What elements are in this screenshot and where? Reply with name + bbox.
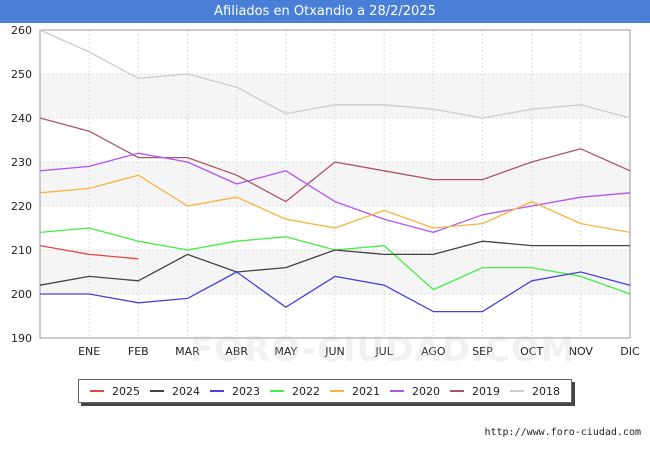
series-line-2025 [39, 244, 139, 260]
x-tick-label: ENE [78, 345, 100, 358]
y-tick-label: 230 [11, 156, 32, 169]
legend-swatch [390, 390, 404, 392]
x-tick-label: SEP [472, 345, 493, 358]
legend-label: 2020 [412, 384, 440, 398]
legend-swatch [210, 390, 224, 392]
plot-frame [39, 29, 631, 339]
x-tick-label: ABR [225, 345, 248, 358]
x-tick-label: MAY [274, 345, 297, 358]
y-tick-label: 190 [11, 332, 32, 345]
legend-label: 2019 [472, 384, 500, 398]
x-tick-label: FEB [128, 345, 149, 358]
series-line-2023 [40, 271, 631, 313]
x-tick-label: NOV [569, 345, 594, 358]
y-tick-label: 260 [11, 24, 32, 37]
legend-item-2018: 2018 [510, 385, 560, 398]
x-tick-label: AGO [421, 345, 446, 358]
legend-swatch [510, 390, 524, 392]
series-line-2018 [39, 29, 631, 119]
legend-label: 2023 [232, 384, 260, 398]
y-tick-label: 200 [11, 288, 32, 301]
x-tick-label: OCT [520, 345, 543, 358]
y-tick-label: 250 [11, 68, 32, 81]
legend-swatch [270, 390, 284, 392]
x-tick-label: JUL [374, 345, 393, 358]
legend-item-2021: 2021 [330, 385, 380, 398]
watermark: FORO-CIUDAD.COM [190, 330, 576, 370]
legend-label: 2021 [352, 384, 380, 398]
legend-item-2025: 2025 [90, 385, 140, 398]
x-tick-label: MAR [175, 345, 200, 358]
legend-swatch [150, 390, 164, 392]
legend-item-2022: 2022 [270, 385, 320, 398]
legend: 2025 2024 2023 2022 2021 2020 2019 2018 [78, 379, 572, 403]
legend-label: 2018 [532, 384, 560, 398]
series-line-2024 [39, 240, 630, 286]
y-tick-label: 220 [11, 200, 32, 213]
x-tick-label: DIC [620, 345, 640, 358]
legend-label: 2022 [292, 384, 320, 398]
legend-swatch [450, 390, 464, 392]
y-tick-label: 240 [11, 112, 32, 125]
legend-item-2019: 2019 [450, 385, 500, 398]
series-line-2019 [39, 117, 631, 203]
source-link[interactable]: http://www.foro-ciudad.com [484, 427, 641, 438]
x-tick-label: JUN [324, 345, 345, 358]
chart-title: Afiliados en Otxandio a 28/2/2025 [0, 0, 650, 23]
legend-swatch [90, 390, 104, 392]
y-tick-label: 210 [11, 244, 32, 257]
legend-swatch [330, 390, 344, 392]
series-line-2021 [39, 174, 631, 234]
series-line-2020 [39, 152, 631, 234]
legend-label: 2024 [172, 384, 200, 398]
legend-item-2024: 2024 [150, 385, 200, 398]
legend-item-2023: 2023 [210, 385, 260, 398]
legend-item-2020: 2020 [390, 385, 440, 398]
legend-label: 2025 [112, 384, 140, 398]
